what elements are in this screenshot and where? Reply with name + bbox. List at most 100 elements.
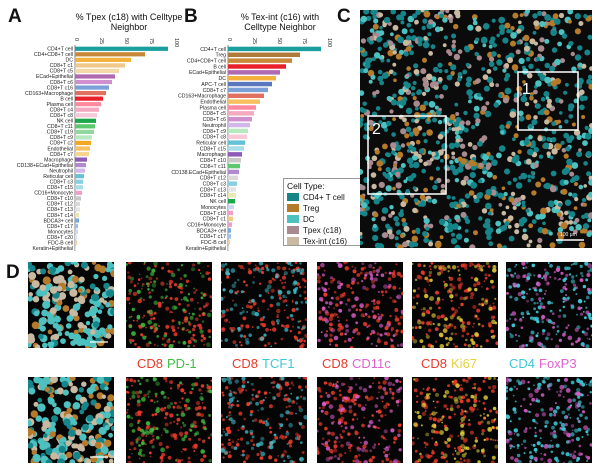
legend-item: Tex-int (c16) (287, 236, 362, 246)
signal-dot (294, 262, 298, 264)
cell-dot (485, 165, 491, 171)
signal-dot (370, 274, 374, 278)
signal-dot (335, 303, 339, 307)
signal-dot (559, 309, 562, 312)
signal-dot (521, 443, 523, 446)
signal-dot (530, 330, 535, 335)
signal-dot (383, 284, 388, 289)
signal-dot (149, 430, 154, 435)
signal-dot (255, 266, 260, 271)
signal-dot (566, 432, 571, 438)
category-label: Reticular cell (43, 174, 73, 180)
signal-dot (449, 407, 454, 412)
signal-dot (285, 410, 290, 415)
legend-item: Treg (287, 203, 362, 213)
category-label: CD138+ECad+Epithelial (17, 163, 73, 169)
signal-dot (155, 277, 159, 280)
signal-dot (472, 304, 477, 310)
signal-dot (330, 456, 334, 460)
cell-dot (568, 114, 574, 119)
signal-dot (149, 281, 153, 284)
signal-dot (475, 436, 478, 440)
signal-dot (326, 393, 331, 398)
signal-dot (221, 296, 224, 301)
signal-dot (145, 326, 147, 329)
cell-dot (532, 30, 537, 35)
panel-label-d: D (6, 262, 20, 283)
signal-dot (299, 441, 303, 444)
cell-dot (527, 178, 532, 183)
cell-dot (452, 39, 456, 44)
signal-dot (351, 304, 355, 309)
signal-dot (142, 335, 147, 340)
signal-dot (382, 380, 387, 385)
signal-dot (336, 262, 340, 265)
signal-dot (538, 429, 542, 433)
signal-dot (344, 452, 347, 455)
signal-dot (461, 328, 466, 333)
signal-dot (185, 284, 188, 287)
signal-dot (139, 297, 143, 300)
signal-dot (338, 453, 343, 458)
signal-dot (341, 460, 344, 463)
signal-dot (321, 273, 325, 277)
signal-dot (582, 284, 587, 289)
cell-dot (105, 302, 111, 308)
signal-dot (335, 384, 339, 388)
signal-dot (482, 416, 487, 420)
signal-dot (492, 302, 495, 305)
cell-dot (520, 172, 526, 178)
signal-dot (589, 267, 592, 272)
signal-dot (391, 396, 395, 400)
signal-dot (559, 421, 562, 424)
signal-dot (558, 277, 561, 281)
cell-dot (57, 458, 65, 463)
cell-dot (40, 268, 47, 275)
signal-dot (423, 289, 427, 293)
signal-dot (168, 279, 173, 284)
cell-dot (44, 386, 50, 392)
signal-dot (325, 301, 329, 305)
signal-dot (179, 290, 183, 294)
cell-dot (386, 120, 392, 127)
signal-dot (547, 262, 550, 264)
cell-dot (454, 244, 461, 248)
signal-dot (138, 390, 143, 394)
signal-dot (287, 381, 289, 384)
signal-dot (182, 341, 187, 345)
cell-dot (412, 13, 418, 19)
signal-dot (367, 424, 371, 428)
cell-dot (451, 47, 456, 52)
bar (228, 152, 242, 157)
cell-dot (519, 13, 524, 17)
signal-dot (236, 404, 240, 407)
signal-dot (457, 435, 460, 437)
axis-tick-label: 0 (226, 38, 232, 41)
signal-dot (361, 423, 365, 428)
cell-dot (86, 387, 94, 395)
signal-dot (375, 273, 379, 276)
cell-dot (482, 169, 487, 175)
cell-dot (535, 160, 539, 165)
cell-dot (577, 62, 583, 68)
if-image-cd8-ki67-roi2 (412, 377, 498, 463)
signal-dot (454, 332, 457, 336)
signal-dot (565, 273, 569, 277)
signal-dot (283, 309, 286, 312)
cell-dot (67, 269, 73, 275)
signal-dot (176, 383, 181, 388)
signal-dot (185, 279, 190, 283)
cell-dot (534, 41, 538, 46)
signal-dot (210, 433, 212, 437)
signal-dot (164, 412, 169, 416)
signal-dot (163, 343, 167, 347)
cell-dot (423, 36, 428, 41)
cell-dot (72, 333, 82, 342)
cell-dot (442, 84, 449, 91)
signal-dot (190, 336, 194, 341)
signal-dot (484, 377, 487, 379)
cell-dot (573, 206, 578, 211)
cell-dot (525, 158, 532, 165)
cell-dot (374, 242, 381, 248)
signal-dot (479, 265, 483, 270)
